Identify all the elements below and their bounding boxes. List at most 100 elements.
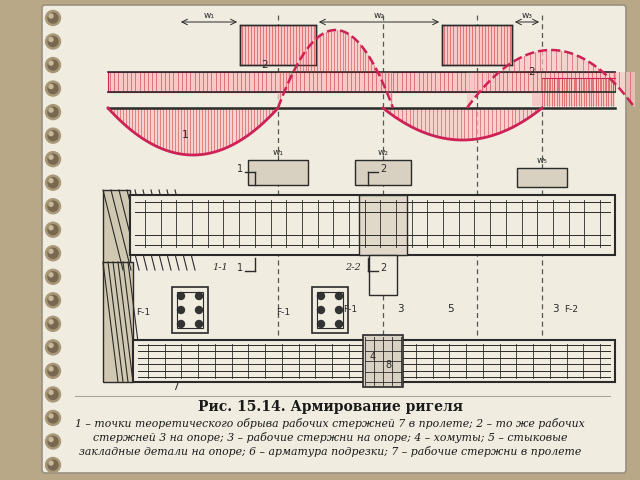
Text: F-1: F-1	[343, 305, 357, 314]
Circle shape	[49, 84, 53, 89]
Text: 7: 7	[172, 382, 179, 392]
Text: F-1: F-1	[276, 308, 290, 317]
Bar	[130, 195, 615, 255]
Circle shape	[48, 436, 58, 446]
Polygon shape	[467, 50, 635, 108]
Circle shape	[48, 131, 58, 141]
Bar	[442, 25, 512, 65]
Text: стержней 3 на опоре; 3 – рабочие стержни на опоре; 4 – хомуты; 5 – стыковые: стержней 3 на опоре; 3 – рабочие стержни…	[93, 432, 567, 443]
Circle shape	[45, 410, 61, 425]
Circle shape	[335, 321, 342, 327]
Polygon shape	[278, 30, 393, 108]
Circle shape	[48, 36, 58, 47]
Text: 3: 3	[397, 304, 403, 314]
Circle shape	[48, 413, 58, 423]
Circle shape	[48, 201, 58, 211]
Text: 2: 2	[261, 60, 268, 70]
Circle shape	[48, 342, 58, 352]
Circle shape	[48, 178, 58, 188]
Circle shape	[49, 108, 53, 112]
Circle shape	[49, 202, 53, 206]
Circle shape	[317, 292, 324, 300]
Circle shape	[177, 307, 184, 313]
Circle shape	[48, 225, 58, 235]
Bar	[517, 168, 567, 187]
Bar	[355, 160, 411, 185]
Circle shape	[45, 363, 61, 378]
Circle shape	[48, 295, 58, 305]
Circle shape	[45, 269, 61, 284]
Circle shape	[45, 434, 61, 449]
Circle shape	[45, 81, 61, 96]
Circle shape	[49, 226, 53, 230]
Circle shape	[49, 249, 53, 253]
Circle shape	[49, 367, 53, 371]
Text: 1: 1	[237, 164, 243, 174]
Text: 8: 8	[385, 360, 391, 370]
Text: закладные детали на опоре; 6 – арматура подрезки; 7 – рабочие стержни в пролете: закладные детали на опоре; 6 – арматура …	[79, 446, 581, 457]
Text: Рис. 15.14. Армирование ригеля: Рис. 15.14. Армирование ригеля	[198, 400, 463, 414]
Circle shape	[335, 292, 342, 300]
Text: 1 – точки теоретического обрыва рабочих стержней 7 в пролете; 2 – то же рабочих: 1 – точки теоретического обрыва рабочих …	[75, 418, 585, 429]
Text: F-1: F-1	[136, 308, 150, 317]
Circle shape	[45, 11, 61, 25]
Circle shape	[45, 340, 61, 355]
Circle shape	[48, 154, 58, 164]
Circle shape	[45, 152, 61, 167]
Bar	[369, 255, 397, 295]
Text: w₂: w₂	[374, 11, 385, 20]
Text: 2: 2	[380, 263, 387, 273]
Text: 5: 5	[447, 304, 453, 314]
Bar	[532, 78, 615, 106]
Text: w₁: w₁	[273, 148, 284, 157]
Text: w₃: w₃	[522, 11, 532, 20]
Circle shape	[48, 389, 58, 399]
Circle shape	[195, 321, 202, 327]
Circle shape	[195, 292, 202, 300]
Circle shape	[317, 321, 324, 327]
Text: 3: 3	[552, 304, 559, 314]
Circle shape	[49, 155, 53, 159]
Circle shape	[45, 222, 61, 237]
Polygon shape	[383, 108, 542, 140]
Bar	[108, 72, 615, 92]
Circle shape	[177, 321, 184, 327]
Circle shape	[49, 14, 53, 18]
Circle shape	[48, 84, 58, 94]
Circle shape	[49, 390, 53, 395]
Circle shape	[49, 437, 53, 442]
Circle shape	[48, 319, 58, 329]
Circle shape	[335, 307, 342, 313]
Circle shape	[45, 457, 61, 472]
Bar	[359, 195, 407, 255]
Bar	[363, 335, 403, 387]
Polygon shape	[108, 108, 278, 155]
Bar	[317, 292, 343, 328]
Text: w₁: w₁	[204, 11, 214, 20]
Bar	[248, 160, 308, 185]
Text: F-2: F-2	[564, 305, 578, 314]
Circle shape	[45, 34, 61, 49]
Circle shape	[48, 460, 58, 470]
Circle shape	[49, 461, 53, 465]
Circle shape	[45, 199, 61, 214]
Bar	[103, 190, 130, 270]
Text: 2: 2	[529, 67, 535, 77]
Circle shape	[45, 246, 61, 261]
Circle shape	[48, 272, 58, 282]
Circle shape	[48, 366, 58, 376]
Bar	[172, 287, 208, 333]
Bar	[103, 262, 133, 382]
Circle shape	[45, 128, 61, 143]
Text: w₅: w₅	[536, 156, 547, 165]
Circle shape	[49, 414, 53, 418]
Circle shape	[317, 307, 324, 313]
Circle shape	[49, 296, 53, 300]
Circle shape	[177, 292, 184, 300]
Circle shape	[195, 307, 202, 313]
Bar	[177, 292, 203, 328]
Circle shape	[48, 60, 58, 70]
Circle shape	[45, 175, 61, 190]
Circle shape	[48, 107, 58, 117]
Circle shape	[49, 132, 53, 136]
